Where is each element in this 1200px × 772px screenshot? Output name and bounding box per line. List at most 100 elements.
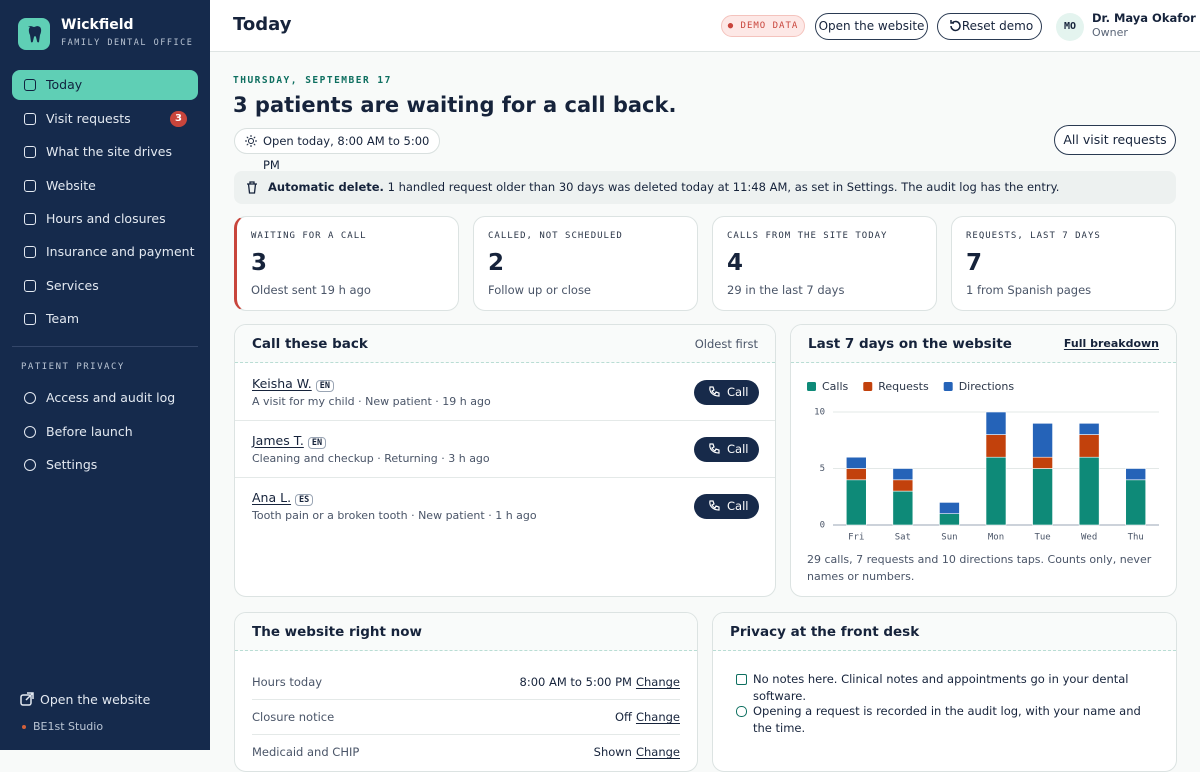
legend-swatch — [807, 382, 816, 391]
card-title: Privacy at the front desk — [730, 624, 920, 640]
card-header: Privacy at the front desk — [713, 613, 1176, 651]
nav-item[interactable]: Insurance and payment — [12, 237, 198, 267]
setting-value-wrap: 8:00 AM to 5:00 PM Change — [520, 675, 681, 689]
user-name: Dr. Maya Okafor — [1092, 11, 1196, 25]
nav-label: Visit requests — [46, 111, 131, 126]
stat-card: CALLS FROM THE SITE TODAY 4 29 in the last… — [712, 216, 937, 311]
nav-item[interactable]: Visit requests 3 — [12, 104, 198, 134]
demo-badge: ● DEMO DATA — [721, 15, 805, 37]
trash-icon — [247, 181, 257, 194]
privacy-icon — [736, 674, 747, 685]
nav-icon — [24, 79, 36, 91]
bar-segment — [939, 502, 960, 514]
all-requests-button[interactable]: All visit requests — [1054, 125, 1176, 155]
y-tick-label: 0 — [820, 521, 825, 531]
tagline: FAMILY DENTAL OFFICE — [61, 38, 194, 48]
stat-label: CALLS FROM THE SITE TODAY — [727, 231, 888, 241]
patient-line: James T. EN — [252, 433, 327, 449]
bar-segment — [892, 490, 914, 526]
bar-segment — [1125, 479, 1147, 526]
bar-segment — [892, 468, 914, 481]
nav-label: Website — [46, 178, 96, 193]
patient-name[interactable]: James T. — [252, 433, 304, 448]
language-tag: EN — [307, 437, 327, 449]
card-title: Last 7 days on the website — [808, 336, 1012, 352]
nav-item[interactable]: Access and audit log — [12, 383, 198, 413]
open-site-button[interactable]: Open the website — [815, 13, 928, 40]
nav-label: Today — [46, 77, 83, 92]
nav-icon — [24, 146, 36, 158]
call-button[interactable]: Call — [694, 437, 759, 462]
call-button[interactable]: Call — [694, 380, 759, 405]
nav-item[interactable]: Website — [12, 171, 198, 201]
legend-label: Requests — [878, 380, 929, 393]
stat-card: WAITING FOR A CALL 3 Oldest sent 19 h ago — [234, 216, 459, 311]
setting-value-wrap: Shown Change — [594, 745, 680, 759]
external-icon — [20, 692, 34, 706]
credit: BE1st Studio — [33, 720, 104, 733]
card-header: Last 7 days on the website Full breakdow… — [791, 325, 1176, 363]
bar-segment — [985, 434, 1007, 458]
patient-name[interactable]: Ana L. — [252, 490, 292, 505]
sort-label: Oldest first — [694, 337, 758, 351]
bar-segment — [845, 456, 867, 469]
privacy-icon — [736, 706, 747, 717]
nav-icon — [24, 392, 36, 404]
legend-swatch — [943, 382, 953, 391]
patient-name[interactable]: Keisha W. — [252, 376, 312, 391]
stat-note: 29 in the last 7 days — [727, 283, 845, 297]
nav-icon — [24, 180, 36, 192]
change-link[interactable]: Change — [635, 675, 680, 689]
nav-icon — [24, 425, 36, 438]
nav-item[interactable]: Settings — [12, 450, 198, 480]
card-header: Call these back Oldest first — [235, 325, 775, 363]
setting-value: Shown — [593, 745, 632, 759]
change-link[interactable]: Change — [635, 745, 680, 759]
headline: 3 patients are waiting for a call back. — [233, 93, 677, 117]
footer-link[interactable]: Open the website — [40, 692, 151, 707]
privacy-text: Opening a request is recorded in the aud… — [753, 704, 1141, 735]
tooth-icon — [28, 26, 42, 43]
legend-swatch — [863, 382, 873, 391]
nav-label: Before launch — [46, 423, 133, 439]
bar-segment — [1078, 456, 1100, 526]
stat-value: 7 — [966, 250, 983, 276]
notice-text: 1 handled request older than 30 days was… — [387, 180, 1060, 194]
brand: Wickfield — [61, 17, 134, 33]
x-tick-label: Sun — [941, 533, 957, 543]
bar-segment — [1078, 422, 1100, 435]
nav-item[interactable]: What the site drives — [12, 137, 198, 167]
y-tick-label: 5 — [820, 464, 825, 474]
stat-note: Follow up or close — [488, 283, 592, 297]
bar-segment — [892, 479, 914, 492]
nav-item[interactable]: Services — [12, 271, 198, 301]
nav-item[interactable]: Hours and closures — [12, 204, 198, 234]
notice: Automatic delete. 1 handled request olde… — [234, 171, 1176, 204]
avatar: MO — [1056, 13, 1084, 41]
stat-card: REQUESTS, LAST 7 DAYS 7 1 from Spanish pag… — [951, 216, 1176, 311]
x-tick-label: Wed — [1081, 533, 1097, 543]
logo — [18, 18, 50, 50]
nav-item[interactable]: Before launch — [12, 417, 198, 447]
nav-label: Hours and closures — [46, 211, 166, 226]
nav-item[interactable]: Team — [12, 304, 198, 334]
callback-row: Keisha W. EN A visit for my child · New pa… — [235, 364, 775, 421]
setting-value: 8:00 AM to 5:00 PM — [519, 675, 632, 689]
nav-badge: 3 — [170, 111, 187, 127]
breakdown-link[interactable]: Full breakdown — [1063, 337, 1159, 350]
reset-icon — [950, 20, 961, 32]
nav-item[interactable]: Today — [12, 70, 198, 100]
reset-button[interactable]: Reset demo — [937, 13, 1042, 40]
bar-segment — [1078, 434, 1100, 458]
nav-icon — [24, 280, 36, 292]
demo-text: DEMO DATA — [740, 21, 799, 31]
setting-label: Hours today — [252, 675, 323, 689]
change-link[interactable]: Change — [635, 710, 680, 724]
stat-value: 3 — [251, 250, 268, 276]
call-button[interactable]: Call — [694, 494, 759, 519]
legend-label: Directions — [959, 380, 1015, 393]
topbar — [210, 0, 1200, 52]
request-detail: Tooth pain or a broken tooth · New patie… — [252, 509, 537, 522]
bar-segment — [1032, 468, 1053, 526]
